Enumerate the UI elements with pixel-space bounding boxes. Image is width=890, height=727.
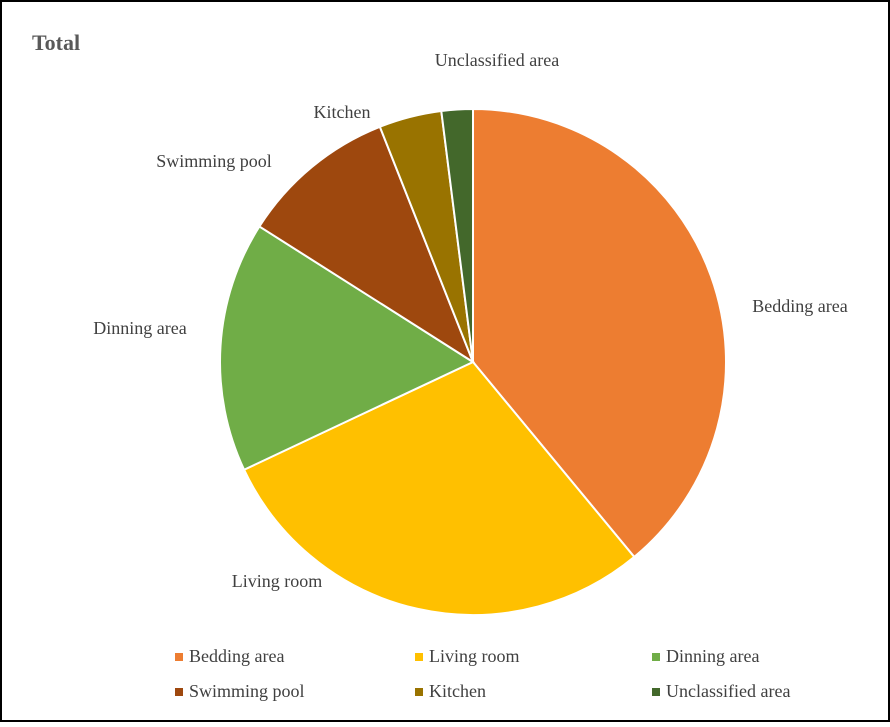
slice-label: Dinning area bbox=[93, 318, 186, 338]
legend-label: Bedding area bbox=[189, 646, 284, 666]
pie-slice bbox=[440, 107, 474, 363]
legend-label: Swimming pool bbox=[189, 681, 305, 701]
pie-slice bbox=[242, 360, 636, 616]
pie-slice bbox=[472, 107, 727, 559]
legend-label: Kitchen bbox=[429, 681, 486, 701]
legend-swatch bbox=[415, 653, 423, 661]
slice-label: Swimming pool bbox=[156, 151, 272, 171]
legend-label: Living room bbox=[429, 646, 520, 666]
pie-slice bbox=[258, 125, 476, 365]
legend-swatch bbox=[415, 688, 423, 696]
legend-swatch bbox=[652, 653, 660, 661]
slice-label: Bedding area bbox=[752, 296, 847, 316]
pie-slice bbox=[219, 225, 476, 472]
legend-swatch bbox=[175, 688, 183, 696]
legend-label: Unclassified area bbox=[666, 681, 790, 701]
slice-label: Living room bbox=[232, 571, 323, 591]
legend-label: Dinning area bbox=[666, 646, 759, 666]
chart-title: Total bbox=[32, 30, 80, 55]
slice-label: Kitchen bbox=[314, 102, 371, 122]
legend-swatch bbox=[652, 688, 660, 696]
legend-swatch bbox=[175, 653, 183, 661]
slice-label: Unclassified area bbox=[435, 50, 559, 70]
